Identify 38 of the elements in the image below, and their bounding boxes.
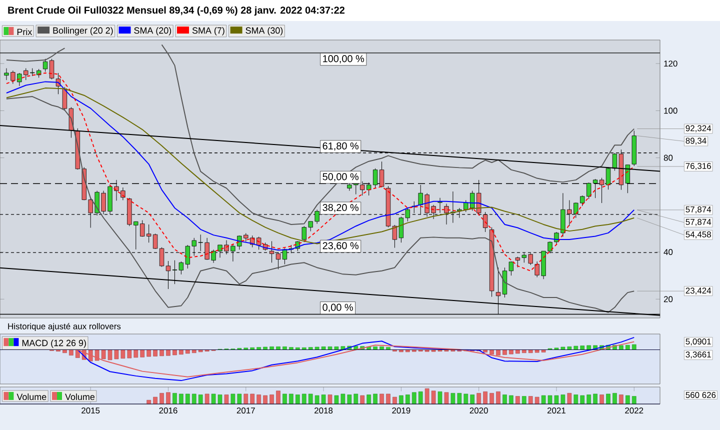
legend-label: SMA (30) bbox=[246, 27, 283, 36]
legend-label: SMA (7) bbox=[192, 27, 224, 36]
chart-title: Volume bbox=[16, 393, 46, 400]
x-tick-label: 2020 bbox=[470, 408, 488, 414]
x-tick-label: 2017 bbox=[236, 408, 255, 414]
y-tick-label: 120 bbox=[664, 60, 678, 67]
x-tick-label: 2021 bbox=[547, 408, 566, 414]
text: 3,3661 bbox=[686, 352, 711, 358]
x-tick-label: 2019 bbox=[392, 408, 410, 414]
chart-title: MACD (12 26 9) bbox=[22, 340, 86, 348]
annotation: 38,20 % bbox=[322, 204, 359, 212]
annotation: 54,458 bbox=[686, 231, 711, 238]
text: 5,0901 bbox=[686, 338, 711, 346]
legend-label: Prix bbox=[17, 28, 32, 35]
annotation: 89,34 bbox=[686, 138, 706, 145]
annotation: 61,80 % bbox=[322, 142, 359, 151]
y-tick-label: 100 bbox=[664, 108, 678, 114]
legend-label: SMA (20) bbox=[134, 27, 172, 36]
legend-label: Bollinger (20 2) bbox=[53, 27, 113, 36]
annotation: 92,324 bbox=[686, 125, 712, 132]
x-tick-label: 2018 bbox=[314, 408, 333, 414]
text: 560 626 bbox=[686, 392, 716, 398]
chart-subtitle: Volume bbox=[65, 393, 95, 400]
annotation: 100,00 % bbox=[323, 55, 364, 64]
annotation: 0,00 % bbox=[322, 304, 353, 312]
annotation: 76,316 bbox=[686, 162, 711, 170]
x-tick-label: 2022 bbox=[625, 408, 644, 414]
y-tick-label: 40 bbox=[664, 249, 673, 256]
annotation: 23,424 bbox=[686, 288, 712, 295]
annotation: 57,874 bbox=[686, 218, 712, 226]
x-tick-label: 2015 bbox=[82, 408, 100, 414]
text: Historique ajusté aux rollovers bbox=[8, 323, 121, 331]
y-tick-label: 80 bbox=[664, 154, 673, 161]
annotation: 57,874 bbox=[686, 206, 712, 214]
chart-title: Brent Crude Oil Full0322 Mensuel 89,34 (-0,69 %) 28 janv. 2022 04:37:22 bbox=[8, 6, 344, 16]
annotation: 23,60 % bbox=[322, 242, 359, 250]
x-tick-label: 2016 bbox=[159, 408, 178, 414]
y-tick-label: 20 bbox=[664, 296, 673, 302]
